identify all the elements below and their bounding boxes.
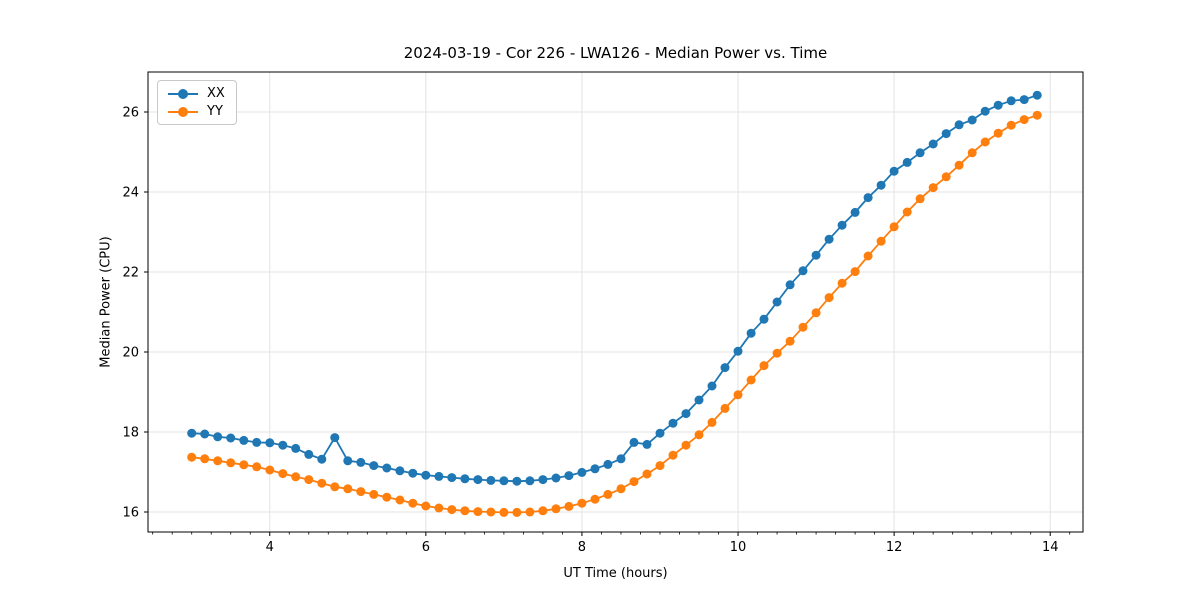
y-axis-ticks: 16 18 20 22 24 26 (122, 106, 148, 521)
series-markers-xx (187, 90, 1042, 486)
gridlines (148, 72, 1083, 532)
axes-spines (147, 71, 1084, 533)
legend-entry-xx: XX (166, 86, 225, 101)
x-axis-label: UT Time (hours) (563, 566, 668, 581)
x-tick-label: 8 (578, 540, 586, 555)
x-tick-label: 10 (730, 540, 747, 555)
x-tick-label: 6 (422, 540, 430, 555)
legend-label-yy: YY (207, 104, 223, 119)
x-minor-ticks (152, 532, 1071, 535)
y-tick-label: 22 (122, 266, 139, 281)
x-tick-label: 4 (266, 540, 274, 555)
x-tick-label: 12 (886, 540, 903, 555)
legend-label-xx: XX (207, 86, 225, 101)
y-tick-label: 16 (122, 506, 139, 521)
y-tick-label: 18 (122, 426, 139, 441)
x-tick-label: 14 (1042, 540, 1059, 555)
series-line-xx (191, 94, 1038, 483)
legend: XX YY (157, 80, 237, 125)
series-markers-yy (187, 110, 1042, 517)
chart-title: 2024-03-19 - Cor 226 - LWA126 - Median P… (403, 44, 828, 62)
x-axis-ticks: 4 6 8 10 12 14 (266, 532, 1059, 555)
legend-line-marker-icon (168, 88, 198, 99)
series-line-yy (191, 114, 1038, 514)
legend-entry-yy: YY (166, 104, 225, 119)
y-tick-label: 20 (122, 346, 139, 361)
y-axis-label: Median Power (CPU) (98, 236, 114, 368)
y-tick-label: 26 (122, 106, 139, 121)
y-tick-label: 24 (122, 186, 139, 201)
legend-line-marker-icon (168, 106, 198, 117)
